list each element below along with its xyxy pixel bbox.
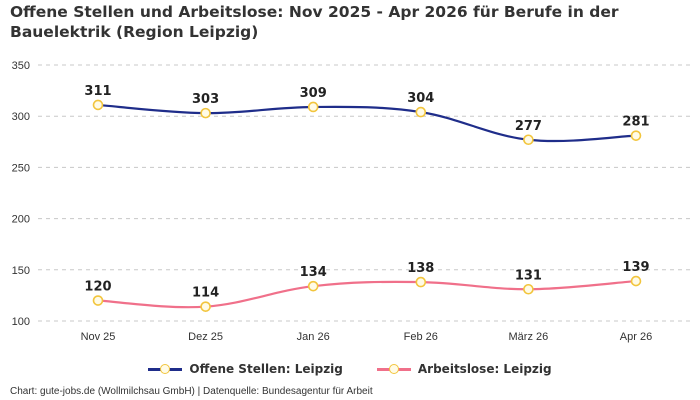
data-label-offene-stellen: 281 <box>622 115 649 130</box>
legend: Offene Stellen: Leipzig Arbeitslose: Lei… <box>0 362 700 376</box>
data-label-offene-stellen: 311 <box>84 84 111 99</box>
data-label-offene-stellen: 303 <box>192 92 219 107</box>
y-tick-label: 350 <box>12 60 30 72</box>
data-point-offene-stellen <box>523 134 534 146</box>
chart-title: Offene Stellen und Arbeitslose: Nov 2025… <box>10 3 619 41</box>
data-label-offene-stellen: 304 <box>407 91 434 106</box>
data-point-offene-stellen <box>630 130 642 141</box>
series-line-offene-stellen <box>97 103 637 143</box>
data-point-arbeitslose <box>630 275 642 287</box>
data-label-offene-stellen: 277 <box>515 119 542 134</box>
data-label-arbeitslose: 139 <box>622 260 649 275</box>
y-tick-label: 150 <box>12 265 30 277</box>
legend-item-offene-stellen[interactable]: Offene Stellen: Leipzig <box>148 362 343 376</box>
x-tick-label: Apr 26 <box>620 331 652 343</box>
x-tick-label: März 26 <box>509 331 549 343</box>
x-tick-label: Feb 26 <box>404 331 438 343</box>
data-label-arbeitslose: 131 <box>515 268 542 283</box>
legend-label-offene-stellen: Offene Stellen: Leipzig <box>189 362 343 376</box>
y-tick-label: 100 <box>12 316 30 328</box>
y-tick-label: 200 <box>12 214 30 226</box>
data-label-arbeitslose: 134 <box>300 265 327 280</box>
y-tick-label: 250 <box>12 162 30 174</box>
x-tick-label: Nov 25 <box>81 331 116 343</box>
data-point-arbeitslose <box>523 283 534 295</box>
data-point-offene-stellen <box>92 99 104 111</box>
data-label-offene-stellen: 309 <box>300 86 327 101</box>
data-point-arbeitslose <box>415 276 427 288</box>
data-point-offene-stellen <box>415 106 427 118</box>
legend-swatch-arbeitslose <box>376 362 411 376</box>
data-point-offene-stellen <box>200 107 211 119</box>
y-tick-label: 300 <box>12 111 30 123</box>
data-label-arbeitslose: 120 <box>84 280 111 295</box>
legend-swatch-offene-stellen <box>148 362 183 376</box>
legend-item-arbeitslose[interactable]: Arbeitslose: Leipzig <box>376 362 552 376</box>
data-point-arbeitslose <box>200 301 211 312</box>
data-point-offene-stellen <box>307 101 319 113</box>
source-credit: Chart: gute-jobs.de (Wollmilchsau GmbH) … <box>10 386 373 397</box>
data-point-arbeitslose <box>92 295 104 306</box>
x-tick-label: Jan 26 <box>297 331 330 343</box>
series-line-arbeitslose <box>97 279 637 309</box>
legend-label-arbeitslose: Arbeitslose: Leipzig <box>417 362 552 376</box>
data-point-arbeitslose <box>307 280 319 292</box>
data-label-arbeitslose: 114 <box>192 286 219 301</box>
data-label-arbeitslose: 138 <box>407 261 434 276</box>
x-tick-label: Dez 25 <box>188 331 223 343</box>
